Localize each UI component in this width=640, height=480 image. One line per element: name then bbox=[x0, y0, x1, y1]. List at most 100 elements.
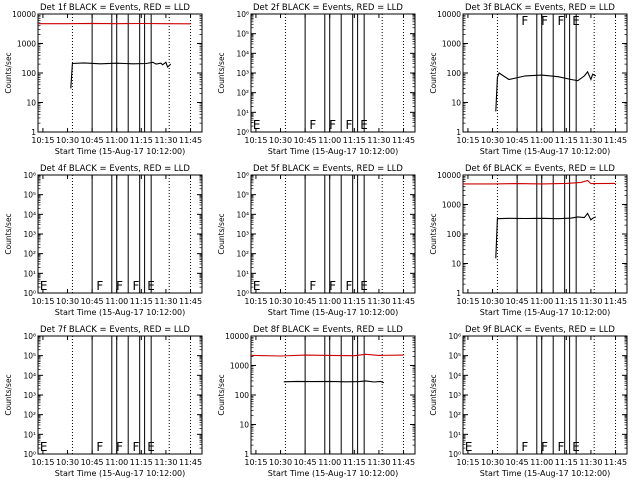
x-tick-label: 11:00 bbox=[530, 458, 553, 467]
flag-label: F bbox=[132, 279, 139, 293]
x-axis-label: Start Time (15-Aug-17 10:12:00) bbox=[55, 147, 186, 156]
y-axis-label: Counts/sec bbox=[217, 52, 226, 93]
detector-panel-7: Det 7f BLACK = Events, RED = LLD 10:15 10:… bbox=[4, 325, 203, 478]
lld-series-line bbox=[250, 353, 404, 357]
y-tick-label: 10² bbox=[23, 411, 36, 420]
x-tick-label: 11:15 bbox=[130, 136, 153, 145]
y-tick-label: 10¹ bbox=[236, 269, 249, 278]
y-tick-label: 1000 bbox=[17, 40, 36, 49]
y-axis-label: Counts/sec bbox=[217, 374, 226, 415]
plot-frame bbox=[37, 335, 203, 455]
x-tick-label: 11:45 bbox=[179, 136, 202, 145]
x-tick-label: 10:15 bbox=[31, 297, 54, 306]
lld-series-line bbox=[463, 179, 616, 185]
x-axis-label: Start Time (15-Aug-17 10:12:00) bbox=[480, 469, 611, 478]
x-tick-label: 10:15 bbox=[456, 297, 479, 306]
x-tick-label: 10:30 bbox=[481, 136, 504, 145]
y-tick-label: 10³ bbox=[23, 391, 36, 400]
x-tick-label: 11:00 bbox=[105, 136, 128, 145]
y-tick-label: 10⁴ bbox=[23, 371, 36, 380]
flag-label: E bbox=[40, 279, 48, 293]
x-tick-label: 11:30 bbox=[579, 458, 602, 467]
y-tick-label: 10⁴ bbox=[448, 371, 461, 380]
plot-frame bbox=[37, 13, 203, 133]
x-tick-label: 11:00 bbox=[318, 458, 341, 467]
y-tick-label: 1 bbox=[456, 289, 461, 298]
flag-label: F bbox=[557, 14, 564, 28]
flag-label: F bbox=[96, 279, 103, 293]
y-tick-label: 10¹ bbox=[448, 430, 461, 439]
y-tick-label: 10000 bbox=[225, 332, 249, 341]
y-tick-label: 100 bbox=[447, 69, 462, 78]
x-axis-label: Start Time (15-Aug-17 10:12:00) bbox=[268, 308, 399, 317]
x-tick-label: 10:30 bbox=[481, 297, 504, 306]
y-tick-label: 10⁴ bbox=[236, 49, 249, 58]
y-tick-label: 10 bbox=[451, 260, 461, 269]
x-tick-label: 10:15 bbox=[31, 136, 54, 145]
y-tick-label: 10⁶ bbox=[236, 171, 249, 180]
x-tick-label: 10:15 bbox=[244, 458, 267, 467]
x-tick-label: 11:30 bbox=[154, 458, 177, 467]
x-tick-label: 11:15 bbox=[130, 297, 153, 306]
events-series-line bbox=[283, 380, 385, 384]
panel-title: Det 4f BLACK = Events, RED = LLD bbox=[40, 164, 190, 174]
x-tick-label: 10:30 bbox=[56, 458, 79, 467]
y-tick-label: 10 bbox=[239, 421, 249, 430]
flag-label: E bbox=[465, 440, 473, 454]
panel-title: Det 7f BLACK = Events, RED = LLD bbox=[40, 325, 190, 335]
x-tick-label: 11:30 bbox=[154, 297, 177, 306]
x-tick-label: 10:45 bbox=[294, 458, 317, 467]
x-tick-label: 11:00 bbox=[530, 297, 553, 306]
y-tick-label: 10000 bbox=[437, 171, 461, 180]
x-tick-label: 10:45 bbox=[506, 136, 529, 145]
panel-title: Det 5f BLACK = Events, RED = LLD bbox=[253, 164, 403, 174]
x-tick-label: 11:00 bbox=[530, 136, 553, 145]
y-tick-label: 1 bbox=[31, 128, 36, 137]
y-tick-label: 10⁶ bbox=[236, 10, 249, 19]
y-tick-label: 10³ bbox=[448, 391, 461, 400]
flag-label: F bbox=[541, 14, 548, 28]
flag-label: F bbox=[132, 440, 139, 454]
panel-title: Det 1f BLACK = Events, RED = LLD bbox=[40, 3, 190, 13]
y-tick-label: 10⁶ bbox=[448, 332, 461, 341]
x-tick-label: 11:45 bbox=[179, 297, 202, 306]
x-tick-label: 10:45 bbox=[294, 136, 317, 145]
y-tick-label: 10⁵ bbox=[23, 352, 36, 361]
x-axis-label: Start Time (15-Aug-17 10:12:00) bbox=[480, 147, 611, 156]
plot-frame bbox=[462, 335, 628, 455]
x-tick-label: 10:15 bbox=[456, 458, 479, 467]
flag-label: E bbox=[253, 279, 261, 293]
y-axis-label: Counts/sec bbox=[429, 374, 438, 415]
y-tick-label: 10⁰ bbox=[236, 128, 249, 137]
x-tick-label: 10:15 bbox=[31, 458, 54, 467]
y-axis-label: Counts/sec bbox=[429, 213, 438, 254]
x-axis-label: Start Time (15-Aug-17 10:12:00) bbox=[268, 147, 399, 156]
plot-frame bbox=[250, 335, 416, 455]
panel-title: Det 6f BLACK = Events, RED = LLD bbox=[465, 164, 615, 174]
x-axis-label: Start Time (15-Aug-17 10:12:00) bbox=[480, 308, 611, 317]
x-tick-label: 11:45 bbox=[179, 458, 202, 467]
plot-frame bbox=[37, 174, 203, 294]
x-tick-label: 11:00 bbox=[105, 458, 128, 467]
flag-label: F bbox=[541, 440, 548, 454]
detector-panel-6: Det 6f BLACK = Events, RED = LLD 10:15 10:… bbox=[429, 164, 628, 317]
x-axis-label: Start Time (15-Aug-17 10:12:00) bbox=[55, 469, 186, 478]
flag-label: F bbox=[345, 279, 352, 293]
y-tick-label: 10⁵ bbox=[448, 352, 461, 361]
x-axis-label: Start Time (15-Aug-17 10:12:00) bbox=[55, 308, 186, 317]
plot-frame bbox=[462, 174, 628, 294]
flag-label: E bbox=[253, 118, 261, 132]
y-tick-label: 10000 bbox=[437, 10, 461, 19]
x-tick-label: 10:15 bbox=[244, 136, 267, 145]
y-tick-label: 10⁶ bbox=[23, 171, 36, 180]
x-tick-label: 10:45 bbox=[294, 297, 317, 306]
y-tick-label: 10⁰ bbox=[23, 450, 36, 459]
flag-label: E bbox=[147, 440, 155, 454]
y-tick-label: 1000 bbox=[442, 40, 461, 49]
y-tick-label: 10² bbox=[448, 411, 461, 420]
y-tick-label: 1 bbox=[456, 128, 461, 137]
